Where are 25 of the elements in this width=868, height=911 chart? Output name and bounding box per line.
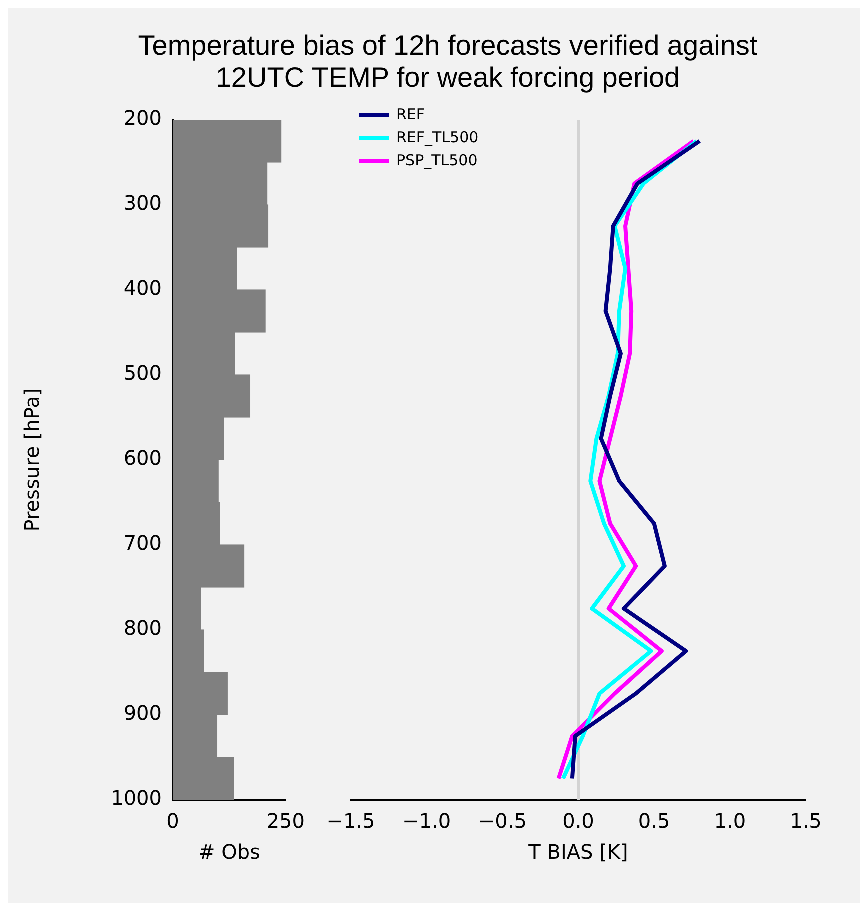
y-tick-label: 900 [124, 701, 162, 726]
x-axis-title: # Obs [198, 840, 260, 864]
legend-label: PSP_TL500 [396, 151, 478, 170]
y-tick-label: 300 [124, 191, 162, 216]
x-tick-label: −1.0 [402, 809, 452, 834]
x-tick-label: 0.0 [562, 809, 594, 834]
x-tick-label: 1.5 [790, 809, 822, 834]
x-tick-label: 250 [266, 809, 306, 834]
x-tick-label: 0.5 [638, 809, 670, 834]
y-tick-label: 200 [124, 106, 162, 130]
y-tick-label: 700 [124, 531, 162, 556]
x-tick-label: 1.0 [714, 809, 746, 834]
y-axis-title: Pressure [hPa] [20, 388, 44, 532]
y-tick-label: 800 [124, 616, 162, 640]
y-tick-label: 1000 [111, 786, 162, 810]
text: Temperature bias of 12h forecasts verified against 12UTC TEMP for weak forcing period [137, 30, 759, 94]
y-tick-label: 600 [124, 446, 162, 470]
x-tick-label: −0.5 [478, 809, 527, 834]
x-axis-title: T BIAS [K] [528, 840, 628, 864]
x-tick-label: 0 [166, 809, 180, 834]
legend-label: REF [396, 105, 426, 124]
x-tick-label: −1.5 [326, 809, 376, 834]
legend-label: REF_TL500 [396, 128, 479, 146]
y-tick-label: 500 [124, 361, 162, 386]
y-tick-label: 400 [124, 276, 162, 300]
